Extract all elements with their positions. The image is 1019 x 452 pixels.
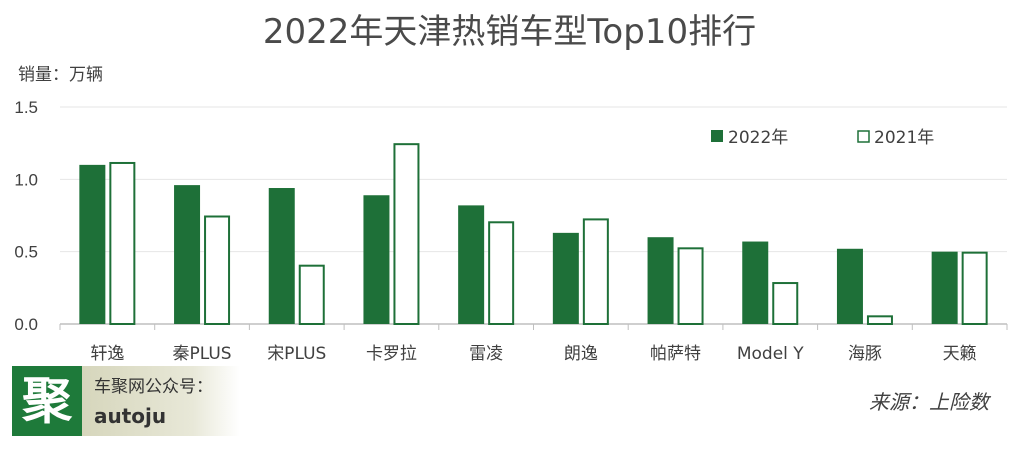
x-tick-label: 轩逸 [90,344,124,364]
x-tick-label: 宋PLUS [267,344,326,364]
bar-2022 [552,232,579,324]
x-tick-label: 天籁 [943,344,977,364]
y-tick-label: 1.5 [14,98,38,117]
bar-2022 [458,205,485,324]
logo-banner [82,366,240,436]
bar-2021 [772,282,799,325]
x-tick-label: 雷凌 [469,344,503,364]
y-tick-label: 0.5 [14,243,38,262]
x-tick-label: Model Y [737,344,804,364]
bar-2022 [174,185,201,324]
bar-2022 [647,237,674,324]
bar-2021 [298,264,325,326]
bar-2021 [393,143,420,325]
x-tick-label: 卡罗拉 [366,344,417,364]
bar-2021 [204,215,231,325]
logo-account-id: autoju [94,404,167,428]
source-note: 来源：上险数 [869,390,989,414]
bar-2022 [742,241,769,324]
legend-label-2022: 2022年 [728,128,788,148]
logo-account-label: 车聚网公众号： [94,377,213,397]
y-tick-label: 0.0 [14,315,38,334]
legend-label-2021: 2021年 [874,128,934,148]
y-axis-unit-label: 销量：万辆 [18,65,103,85]
bar-2021 [109,161,136,325]
x-tick-label: 帕萨特 [650,344,701,364]
chart-title: 2022年天津热销车型Top10排行 [262,12,757,52]
logo-mark: 聚 [12,366,82,436]
bar-2022 [268,188,295,324]
y-tick-label: 1.0 [14,170,38,189]
legend-swatch-2021 [857,130,870,143]
x-tick-label: 秦PLUS [172,344,231,364]
bar-2021 [866,315,893,326]
bar-2022 [363,195,390,324]
bar-2021 [961,251,988,326]
bar-2022 [931,251,958,324]
x-tick-label: 海豚 [848,344,882,364]
x-tick-label: 朗逸 [564,344,598,364]
legend-swatch-2022 [711,130,723,142]
bar-2021 [582,218,609,325]
watermark-logo: 聚 车聚网公众号： autoju [12,366,240,436]
bar-2021 [488,221,515,325]
bar-2022 [79,164,106,324]
bar-2022 [836,248,863,324]
bar-2021 [677,247,704,325]
